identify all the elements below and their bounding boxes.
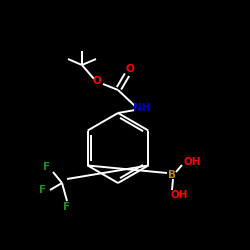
Text: F: F (40, 185, 46, 195)
Text: OH: OH (183, 157, 201, 167)
Text: NH: NH (133, 103, 151, 113)
Text: F: F (44, 162, 51, 172)
Text: B: B (168, 170, 176, 180)
Text: F: F (64, 202, 70, 212)
Text: O: O (126, 64, 134, 74)
Text: O: O (92, 76, 102, 86)
Text: OH: OH (170, 190, 188, 200)
